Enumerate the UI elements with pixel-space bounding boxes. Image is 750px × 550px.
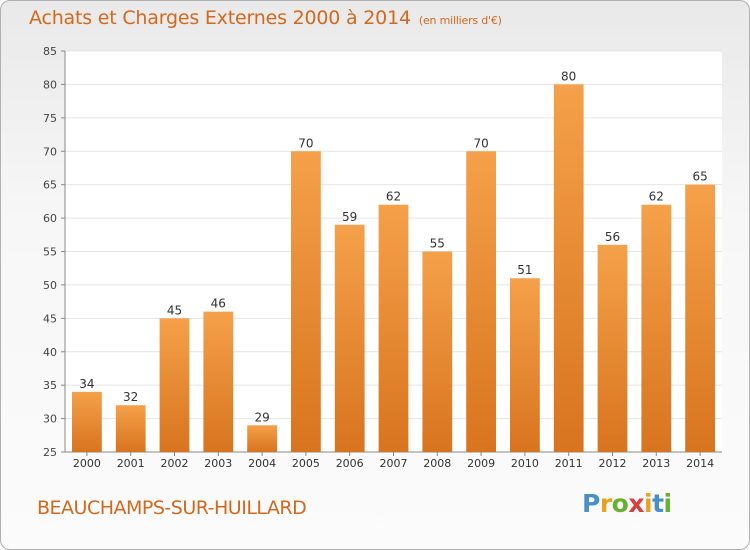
x-tick-label: 2005 [292,457,320,470]
data-label: 32 [123,390,138,404]
y-tick-label: 70 [43,145,57,158]
data-label: 29 [254,410,269,424]
data-label: 51 [517,263,532,277]
x-tick-label: 2003 [204,457,232,470]
x-tick-label: 2009 [467,457,495,470]
data-label: 59 [342,210,357,224]
x-tick-label: 2002 [161,457,189,470]
bar [247,425,277,452]
logo-letter: x [628,489,644,518]
bar [510,278,540,452]
bar [685,184,715,452]
y-tick-label: 65 [43,179,57,192]
bar [553,84,584,453]
logo-letter: i [644,489,653,518]
y-tick-label: 50 [43,279,57,292]
x-tick-label: 2014 [686,457,714,470]
x-tick-label: 2012 [599,457,627,470]
x-tick-label: 2006 [336,457,364,470]
x-tick-label: 2013 [642,457,670,470]
data-label: 70 [298,136,313,150]
data-label: 46 [211,297,226,311]
bar [597,244,628,452]
y-tick-label: 85 [43,45,57,58]
place-name: BEAUCHAMPS-SUR-HUILLARD [37,497,307,519]
x-tick-label: 2011 [555,457,583,470]
data-label: 70 [473,136,488,150]
y-tick-label: 40 [43,346,57,359]
bar [203,311,234,452]
chart-subtitle: (en milliers d'€) [418,14,502,27]
data-label: 45 [167,303,182,317]
y-tick-label: 55 [43,246,57,259]
data-label: 55 [430,237,445,251]
logo-letter: P [582,489,600,518]
proxiti-logo: Proxiti [582,489,672,518]
data-label: 62 [649,190,664,204]
bar [422,251,453,452]
x-tick-label: 2010 [511,457,539,470]
logo-letter: r [599,489,612,518]
chart-title: Achats et Charges Externes 2000 à 2014 (e… [29,7,502,29]
data-label: 34 [79,377,94,391]
bar [115,405,146,452]
bar [466,151,496,452]
data-label: 56 [605,230,620,244]
bar [159,318,190,452]
data-label: 62 [386,190,401,204]
logo-letter: o [611,489,629,518]
logo-letter: t [652,489,664,518]
x-tick-label: 2007 [380,457,408,470]
bar [334,224,365,452]
y-tick-label: 45 [43,312,57,325]
bar [641,204,672,452]
x-tick-label: 2001 [117,457,145,470]
y-tick-label: 60 [43,212,57,225]
y-tick-label: 80 [43,78,57,91]
data-label: 80 [561,69,576,83]
y-tick-label: 30 [43,413,57,426]
y-tick-label: 35 [43,379,57,392]
x-tick-label: 2004 [248,457,276,470]
data-label: 65 [692,170,707,184]
x-tick-label: 2008 [423,457,451,470]
logo-letter: i [663,489,673,518]
x-tick-label: 2000 [73,457,101,470]
y-tick-label: 75 [43,112,57,125]
y-tick-label: 25 [43,446,57,459]
bar [378,204,409,452]
bar [291,151,321,452]
bar [72,391,102,452]
